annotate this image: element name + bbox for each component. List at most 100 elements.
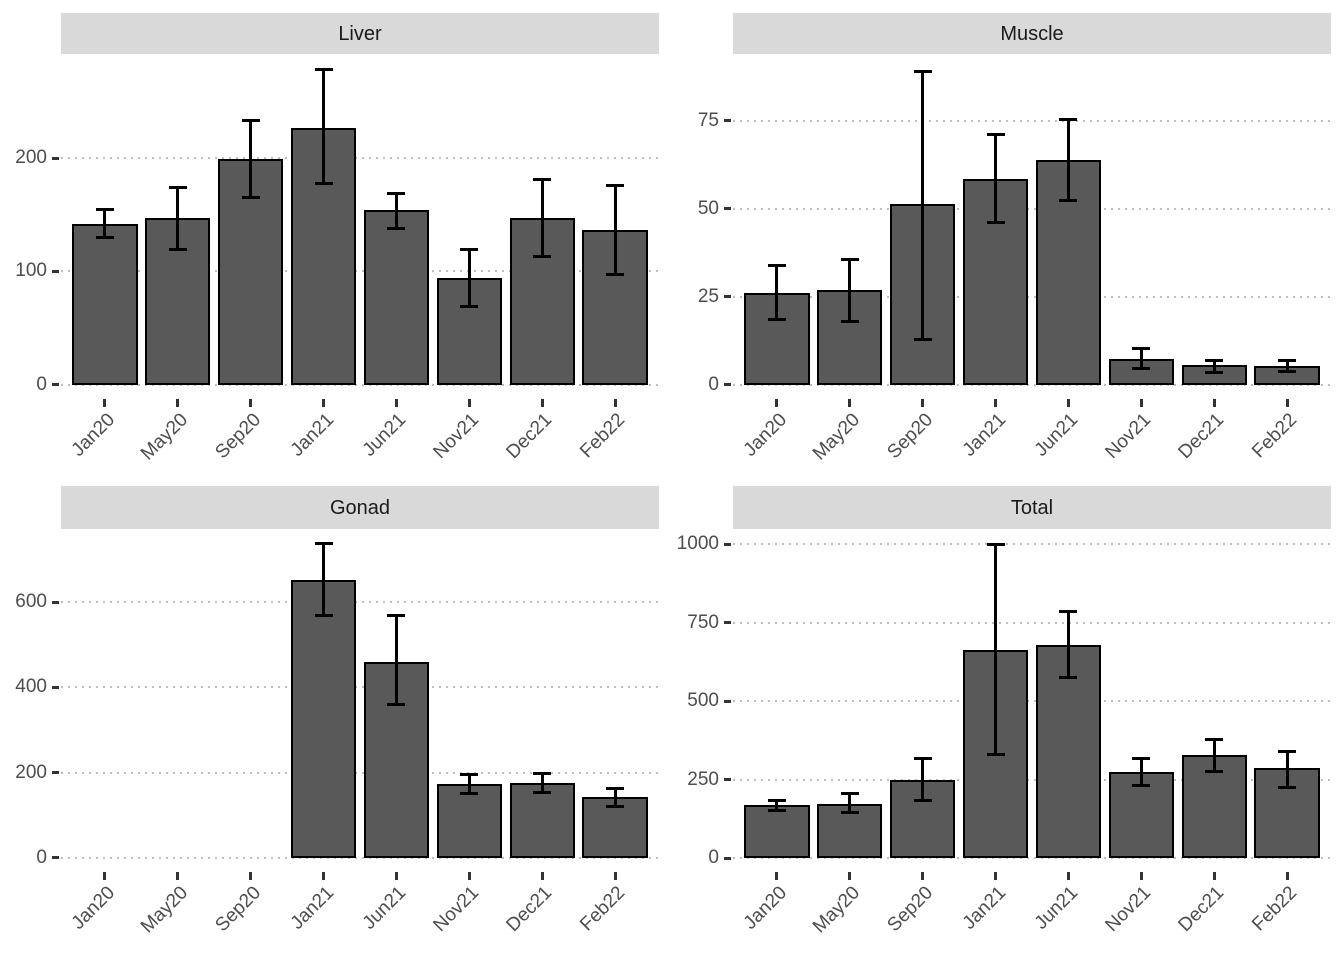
x-axis-tick — [540, 872, 544, 880]
bar-gonad-Jan21 — [290, 579, 357, 858]
error-bar-line — [176, 187, 180, 250]
error-bar-line — [540, 773, 544, 793]
error-bar-cap — [533, 255, 552, 259]
error-bar-line — [994, 544, 998, 755]
gridline-y-750 — [733, 621, 1331, 624]
y-tick-label: 750 — [687, 611, 719, 633]
error-bar-line — [613, 788, 617, 807]
x-axis-tick — [848, 399, 852, 407]
error-bar-line — [1212, 739, 1216, 772]
y-axis-tick — [52, 856, 59, 860]
error-bar-cap — [1278, 785, 1297, 789]
y-tick-label: 0 — [36, 846, 47, 868]
error-bar-cap — [913, 70, 932, 74]
error-bar-cap — [986, 133, 1005, 137]
error-bar-cap — [913, 756, 932, 760]
error-bar-cap — [460, 305, 479, 309]
error-bar-line — [848, 793, 852, 813]
y-tick-label: 75 — [697, 109, 719, 131]
gridline-y-75 — [733, 119, 1331, 122]
error-bar-cap — [1278, 359, 1297, 363]
error-bar-cap — [767, 318, 786, 322]
x-axis-tick — [103, 399, 107, 407]
gridline-y-0 — [733, 383, 1331, 386]
error-bar-cap — [314, 68, 333, 72]
error-bar-cap — [241, 196, 260, 200]
bar-total-May20 — [816, 803, 883, 858]
x-axis-tick — [994, 399, 998, 407]
x-axis-tick — [1139, 399, 1143, 407]
x-axis-tick — [467, 872, 471, 880]
facet-panel-total — [733, 529, 1331, 869]
y-axis-tick — [724, 621, 731, 625]
error-bar-line — [1066, 119, 1070, 200]
y-tick-label: 600 — [15, 591, 47, 613]
error-bar-line — [1066, 611, 1070, 678]
error-bar-cap — [767, 808, 786, 812]
y-tick-label: 1000 — [676, 533, 719, 555]
error-bar-line — [994, 134, 998, 223]
x-axis-tick — [1285, 872, 1289, 880]
bar-liver-Jun21 — [363, 210, 430, 385]
error-bar-cap — [606, 183, 625, 187]
facet-panel-gonad — [61, 529, 659, 869]
error-bar-line — [249, 120, 253, 198]
error-bar-cap — [1278, 750, 1297, 754]
error-bar-line — [394, 193, 398, 229]
gridline-y-600 — [61, 601, 659, 604]
error-bar-cap — [986, 752, 1005, 756]
x-axis-tick — [249, 399, 253, 407]
x-axis-tick — [1212, 399, 1216, 407]
x-axis-tick — [921, 872, 925, 880]
bar-liver-Jan21 — [290, 127, 357, 385]
error-bar-cap — [241, 119, 260, 123]
x-axis-tick — [775, 872, 779, 880]
error-bar-cap — [533, 791, 552, 795]
x-axis-tick — [848, 872, 852, 880]
y-axis-tick — [724, 119, 731, 123]
gridline-y-200 — [61, 771, 659, 774]
error-bar-cap — [840, 811, 859, 815]
x-axis-tick — [1066, 872, 1070, 880]
error-bar-cap — [913, 337, 932, 341]
x-axis-tick — [176, 872, 180, 880]
error-bar-cap — [986, 221, 1005, 225]
error-bar-cap — [1278, 370, 1297, 374]
error-bar-line — [103, 209, 107, 238]
x-axis-tick — [994, 872, 998, 880]
error-bar-cap — [168, 248, 187, 252]
error-bar-cap — [1205, 770, 1224, 774]
bar-liver-Jan20 — [71, 223, 138, 385]
error-bar-cap — [314, 181, 333, 185]
y-axis-tick — [724, 699, 731, 703]
x-axis-tick — [103, 872, 107, 880]
x-axis-tick — [467, 399, 471, 407]
error-bar-cap — [387, 614, 406, 618]
facet-strip-muscle: Muscle — [733, 13, 1331, 54]
y-tick-label: 250 — [687, 768, 719, 790]
x-axis-tick — [613, 872, 617, 880]
error-bar-cap — [840, 319, 859, 323]
x-axis-tick — [775, 399, 779, 407]
error-bar-cap — [913, 799, 932, 803]
error-bar-line — [775, 800, 779, 811]
x-axis-tick — [176, 399, 180, 407]
x-axis-tick — [322, 399, 326, 407]
y-axis-tick — [724, 295, 731, 299]
error-bar-cap — [387, 703, 406, 707]
error-bar-line — [921, 71, 925, 339]
bar-gonad-Dec21 — [509, 782, 576, 858]
error-bar-cap — [460, 248, 479, 252]
y-tick-label: 0 — [708, 373, 719, 395]
error-bar-line — [1139, 348, 1143, 369]
y-axis-tick — [52, 383, 59, 387]
x-axis-tick — [249, 872, 253, 880]
error-bar-line — [1212, 360, 1216, 373]
y-tick-label: 400 — [15, 676, 47, 698]
y-tick-label: 0 — [708, 847, 719, 868]
error-bar-cap — [1059, 610, 1078, 614]
y-axis-tick — [724, 383, 731, 387]
y-axis-tick — [52, 269, 59, 273]
facet-strip-liver: Liver — [61, 13, 659, 54]
error-bar-line — [322, 543, 326, 616]
